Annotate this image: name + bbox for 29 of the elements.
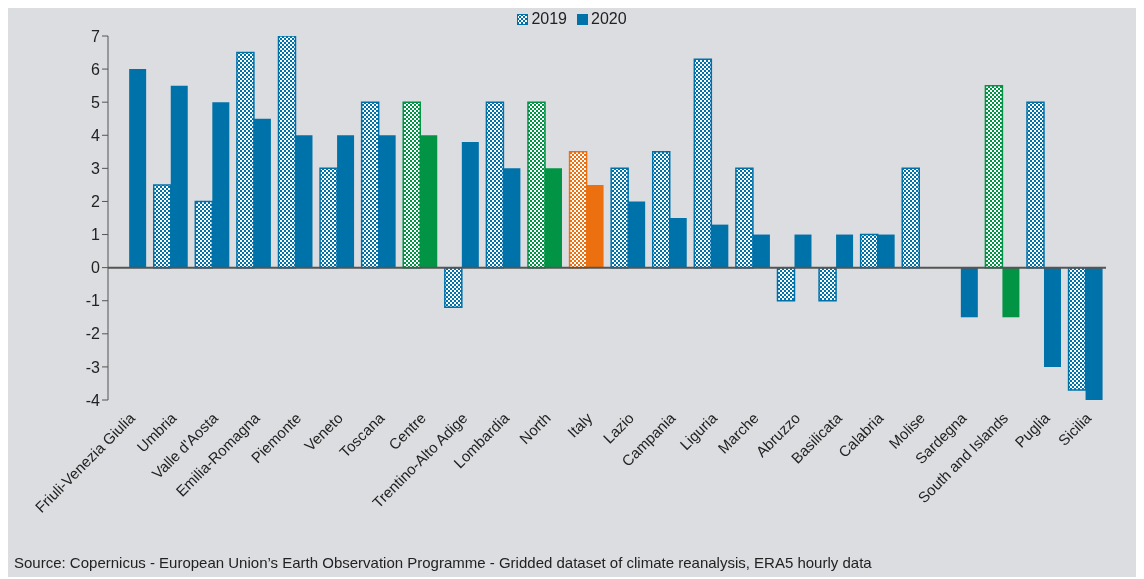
bar [794,234,812,268]
bar [1043,267,1061,367]
y-tick-label: -3 [85,358,101,376]
bar [960,267,978,318]
y-tick-label: 0 [91,259,101,277]
legend-label: 2019 [530,10,567,28]
x-tick-label: Italy [563,408,596,441]
y-tick-label: 4 [91,126,101,144]
y-tick-label: 7 [91,27,101,45]
bar [461,141,479,268]
y-tick-label: 6 [91,60,101,78]
bar [776,266,796,302]
bar [1002,267,1020,318]
legend-label: 2020 [590,10,627,28]
y-tick-label: 3 [91,160,101,178]
y-tick-label: 2 [91,193,101,211]
bar [818,266,837,302]
y-tick-label: -4 [85,391,101,409]
bar [984,84,1004,269]
bar [836,234,854,268]
bar [444,266,463,309]
bar [901,167,920,269]
y-tick-label: 5 [91,93,101,111]
bar [129,69,147,268]
y-tick-label: 1 [91,226,101,244]
y-tick-label: -1 [85,292,101,310]
y-tick-label: -2 [85,325,101,343]
bar [1026,101,1045,269]
source-note: Source: Copernicus - European Union’s Earth Observation Programme - Gridded dataset of climate reanalysis, ERA5 hourly data [13,553,873,573]
